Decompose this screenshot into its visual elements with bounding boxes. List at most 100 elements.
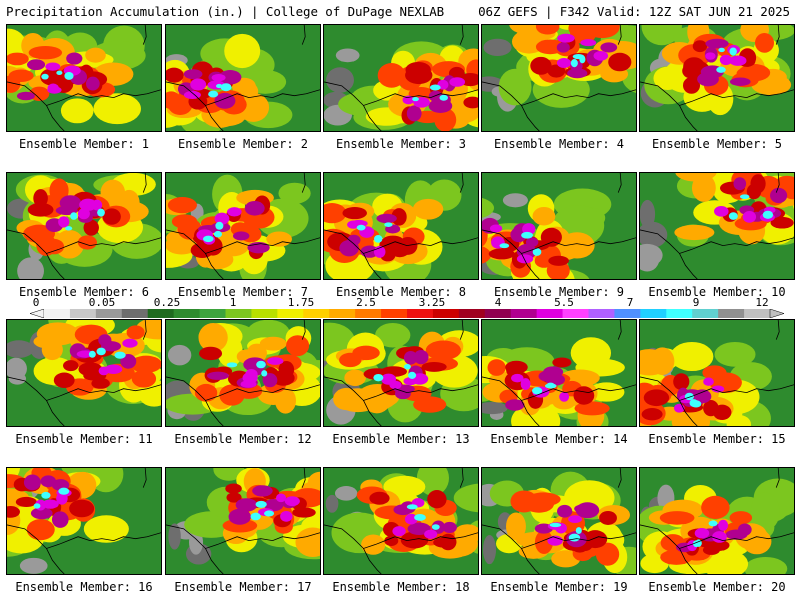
coastline	[521, 105, 540, 131]
precip-contour	[580, 39, 597, 47]
colorbar-segment	[69, 309, 97, 318]
precip-contour	[26, 519, 55, 541]
member-map-15	[639, 319, 795, 427]
precip-contour	[744, 557, 788, 574]
colorbar-segment	[173, 309, 201, 318]
precip-contour	[374, 234, 383, 243]
precip-contour	[608, 52, 632, 72]
precip-contour	[746, 183, 762, 200]
dry-area	[640, 243, 663, 267]
colorbar-segment	[432, 309, 460, 318]
member-map-13	[323, 319, 479, 427]
precip-contour	[556, 42, 570, 53]
member-label: Ensemble Member: 9	[493, 285, 625, 299]
precip-contour	[703, 400, 719, 417]
colorbar-segment	[692, 309, 719, 318]
precip-contour	[56, 70, 63, 76]
precip-contour	[489, 224, 503, 233]
member-label: Ensemble Member: 1	[18, 137, 150, 151]
state-border-line	[617, 173, 622, 193]
dry-area	[483, 38, 512, 57]
precip-contour	[683, 57, 705, 76]
precip-contour	[402, 95, 415, 105]
precip-contour	[59, 195, 82, 211]
precip-field-2	[166, 25, 320, 131]
precip-contour	[729, 47, 737, 56]
precip-contour	[520, 378, 531, 391]
precip-contour	[375, 322, 411, 348]
member-label: Ensemble Member: 19	[490, 580, 628, 594]
precip-contour	[27, 59, 46, 71]
precip-contour	[693, 389, 712, 404]
precip-contour	[58, 216, 70, 228]
precip-contour	[227, 207, 242, 217]
colorbar-tick-label: 4	[494, 296, 502, 309]
colorbar-segment	[329, 309, 356, 318]
precip-contour	[482, 246, 492, 264]
precip-contour	[439, 94, 448, 101]
precip-contour	[213, 468, 245, 481]
precip-field-15	[640, 320, 794, 426]
state-border-line	[617, 320, 622, 340]
precip-contour	[600, 42, 618, 53]
precip-contour	[535, 39, 565, 55]
precip-contour	[190, 78, 207, 91]
precip-contour	[523, 494, 555, 513]
precip-contour	[27, 202, 54, 217]
colorbar-tick-label: 1.75	[287, 296, 315, 309]
dry-area	[334, 486, 358, 501]
precip-contour	[384, 535, 399, 547]
precip-contour	[91, 199, 103, 211]
colorbar-tick-label: 0.05	[88, 296, 116, 309]
precip-contour	[406, 105, 422, 122]
precip-contour	[521, 231, 533, 239]
precip-contour	[389, 242, 410, 258]
precip-contour	[434, 108, 457, 131]
state-border-line	[324, 524, 478, 549]
colorbar-segment	[458, 309, 486, 318]
dry-area	[502, 193, 528, 208]
precip-contour	[547, 64, 566, 78]
member-map-16	[6, 467, 162, 575]
precip-contour	[572, 53, 585, 60]
precip-contour	[104, 364, 123, 375]
precip-contour	[383, 475, 426, 498]
precip-contour	[575, 527, 582, 534]
state-border-line	[7, 229, 161, 254]
state-border-line	[301, 468, 306, 488]
precip-contour	[49, 178, 69, 203]
precip-contour	[264, 510, 275, 517]
precip-contour	[557, 33, 575, 43]
precip-field-5	[640, 25, 794, 131]
colorbar-segment	[640, 309, 667, 318]
colorbar-segment	[484, 309, 512, 318]
precip-contour	[130, 355, 161, 373]
precip-contour	[712, 531, 727, 543]
colorbar-segment	[355, 309, 382, 318]
precip-contour	[487, 359, 506, 376]
colorbar-tick-label: 7	[626, 296, 634, 309]
colorbar-segment	[277, 309, 304, 318]
colorbar-tick-label: 2.5	[356, 296, 376, 309]
precip-contour	[255, 500, 267, 508]
coastline	[46, 400, 65, 426]
precip-field-16	[7, 468, 161, 574]
precip-field-4	[482, 25, 636, 131]
member-map-20	[639, 467, 795, 575]
precip-contour	[701, 495, 730, 520]
precip-contour	[742, 210, 757, 223]
precip-contour	[427, 490, 447, 509]
member-map-12	[165, 319, 321, 427]
precip-contour	[559, 232, 595, 259]
precip-contour	[505, 399, 525, 411]
dry-area	[326, 67, 354, 93]
precip-field-17	[166, 468, 320, 574]
state-border-line	[617, 25, 622, 45]
precip-contour	[63, 360, 79, 372]
precip-contour	[588, 382, 625, 402]
dry-area	[17, 257, 44, 279]
precip-contour	[424, 529, 438, 539]
state-border-line	[775, 25, 780, 45]
precip-contour	[705, 52, 716, 60]
precip-contour	[28, 45, 63, 60]
